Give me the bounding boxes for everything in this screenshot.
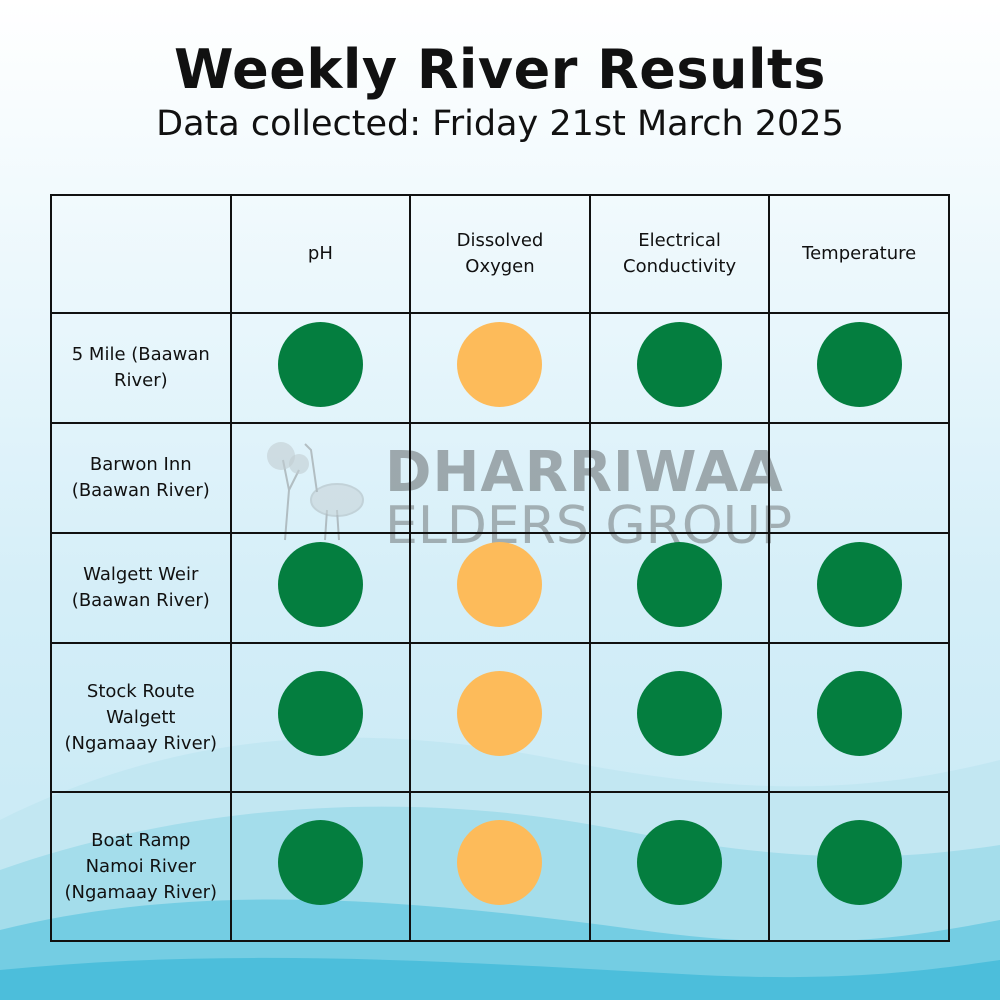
result-cell-do [409,791,591,942]
status-dot-good [277,321,363,407]
table-row: Walgett Weir (Baawan River) [50,532,950,644]
result-cell-temp [768,642,950,793]
result-cell-ph [229,422,412,534]
site-name-cell: Walgett Weir (Baawan River) [50,532,232,644]
result-cell-temp [768,422,950,534]
table-row: Boat Ramp Namoi River (Ngamaay River) [50,791,950,942]
site-name-cell: 5 Mile (Baawan River) [50,312,232,424]
result-cell-temp [768,532,950,644]
result-cell-ph [229,532,412,644]
table-body: 5 Mile (Baawan River) Barwon Inn (Baawan … [50,312,950,942]
status-dot-caution [457,671,543,756]
results-table: pH Dissolved Oxygen Electrical Conductiv… [50,194,950,942]
result-cell-temp [768,312,950,424]
header-row: pH Dissolved Oxygen Electrical Conductiv… [50,194,950,314]
result-cell-do [409,312,591,424]
page-subtitle: Data collected: Friday 21st March 2025 [156,104,844,144]
column-header-dissolved-oxygen-label: Dissolved Oxygen [456,230,544,277]
result-cell-do [409,422,591,534]
site-name-cell: Boat Ramp Namoi River (Ngamaay River) [50,791,232,942]
status-dot-good [637,321,723,407]
status-dot-caution [457,541,543,627]
site-name-cell: Barwon Inn (Baawan River) [50,422,232,534]
column-header-electrical-conductivity: Electrical Conductivity [588,194,771,314]
column-header-electrical-conductivity-label: Electrical Conductivity [623,230,737,277]
status-dot-good [277,541,363,627]
result-cell-ec [588,791,771,942]
result-cell-ec [588,532,771,644]
page-title: Weekly River Results [174,38,826,101]
result-cell-ph [229,312,412,424]
result-cell-ec [588,312,771,424]
status-dot-good [277,820,363,905]
status-dot-good [816,671,902,756]
table-row: Stock Route Walgett (Ngamaay River) [50,642,950,793]
result-cell-ph [229,642,412,793]
status-dot-good [277,671,363,756]
result-cell-ec [588,642,771,793]
status-dot-caution [457,321,543,407]
status-dot-good [816,820,902,905]
result-cell-ph [229,791,412,942]
result-cell-temp [768,791,950,942]
status-dot-good [816,321,902,407]
status-dot-caution [457,820,543,905]
site-name-cell: Stock Route Walgett (Ngamaay River) [50,642,232,793]
column-header-ph: pH [229,194,412,314]
table-row: Barwon Inn (Baawan River) [50,422,950,534]
result-cell-do [409,532,591,644]
result-cell-do [409,642,591,793]
status-dot-good [637,820,723,905]
column-header-temperature: Temperature [768,194,950,314]
result-cell-ec [588,422,771,534]
status-dot-good [637,671,723,756]
column-header-dissolved-oxygen: Dissolved Oxygen [409,194,591,314]
status-dot-good [637,541,723,627]
table-row: 5 Mile (Baawan River) [50,312,950,424]
corner-cell [50,194,232,314]
status-dot-good [816,541,902,627]
